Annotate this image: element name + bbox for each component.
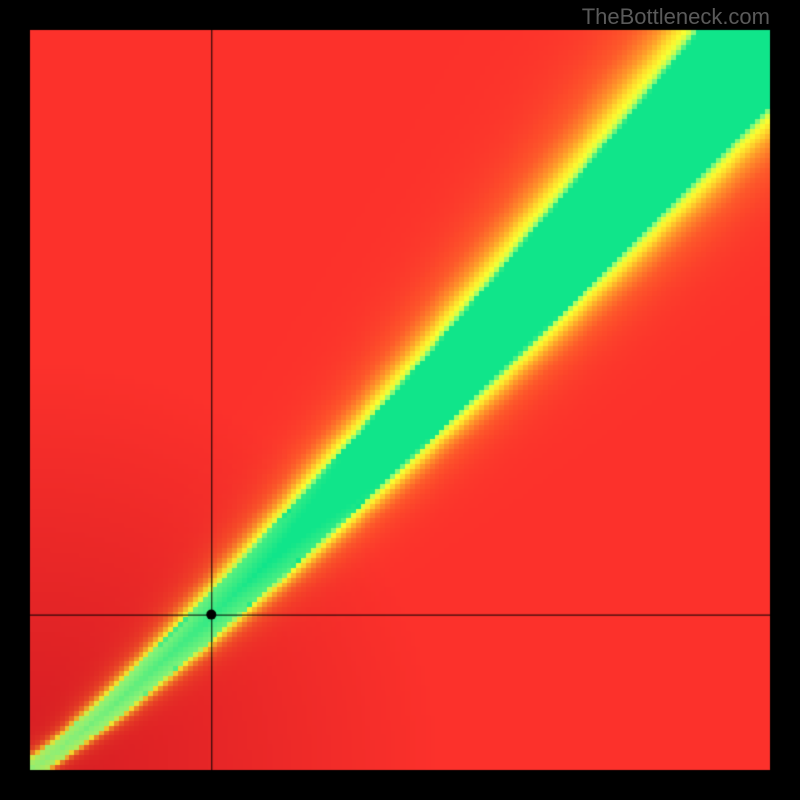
watermark-text: TheBottleneck.com — [582, 4, 770, 30]
bottleneck-heatmap-canvas — [0, 0, 800, 800]
